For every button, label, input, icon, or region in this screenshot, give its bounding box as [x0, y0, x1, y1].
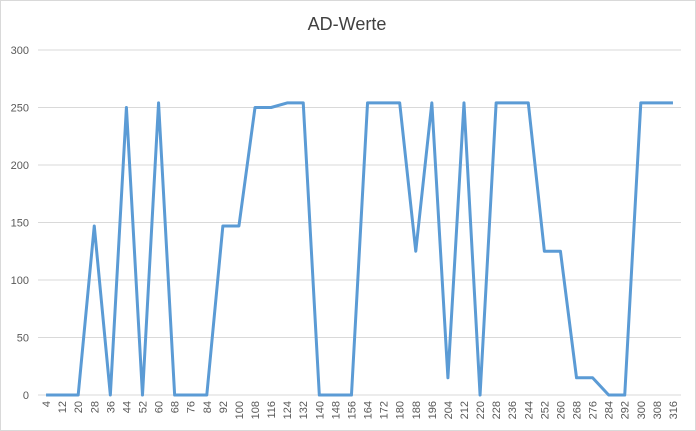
- x-tick-label: 308: [652, 401, 664, 419]
- x-tick-label: 156: [346, 401, 358, 419]
- x-tick-label: 20: [73, 401, 85, 413]
- x-tick-label: 68: [170, 401, 182, 413]
- x-tick-label: 108: [250, 401, 262, 419]
- y-tick-label: 200: [11, 160, 29, 172]
- x-tick-label: 140: [314, 401, 326, 419]
- y-tick-label: 50: [17, 333, 29, 345]
- x-tick-label: 12: [57, 401, 69, 413]
- x-tick-label: 292: [620, 401, 632, 419]
- x-tick-label: 4: [41, 401, 53, 407]
- x-tick-label: 60: [154, 401, 166, 413]
- y-tick-label: 0: [23, 390, 29, 402]
- x-tick-label: 244: [523, 401, 535, 419]
- x-tick-label: 284: [604, 401, 616, 419]
- x-tick-label: 76: [186, 401, 198, 413]
- y-tick-label: 150: [11, 218, 29, 230]
- x-tick-label: 260: [555, 401, 567, 419]
- x-tick-label: 236: [507, 401, 519, 419]
- x-tick-label: 148: [330, 401, 342, 419]
- x-tick-label: 92: [218, 401, 230, 413]
- y-tick-label: 100: [11, 275, 29, 287]
- x-tick-label: 188: [411, 401, 423, 419]
- x-tick-label: 228: [491, 401, 503, 419]
- x-tick-label: 132: [298, 401, 310, 419]
- chart-title: AD-Werte: [308, 14, 387, 34]
- y-tick-label: 300: [11, 45, 29, 57]
- x-tick-label: 220: [475, 401, 487, 419]
- y-tick-label: 250: [11, 103, 29, 115]
- data-line: [46, 101, 673, 397]
- x-tick-label: 276: [588, 401, 600, 419]
- x-tick-label: 204: [443, 401, 455, 419]
- x-tick-label: 44: [121, 401, 133, 413]
- x-tick-label: 164: [363, 401, 375, 419]
- x-tick-label: 268: [572, 401, 584, 419]
- x-tick-label: 300: [636, 401, 648, 419]
- x-tick-label: 172: [379, 401, 391, 419]
- x-tick-label: 28: [89, 401, 101, 413]
- x-tick-label: 180: [395, 401, 407, 419]
- x-tick-label: 212: [459, 401, 471, 419]
- x-tick-label: 84: [202, 401, 214, 413]
- x-tick-label: 124: [282, 401, 294, 419]
- x-tick-label: 316: [668, 401, 680, 419]
- x-tick-label: 52: [137, 401, 149, 413]
- x-tick-label: 196: [427, 401, 439, 419]
- x-tick-label: 36: [105, 401, 117, 413]
- x-tick-label: 252: [539, 401, 551, 419]
- x-tick-label: 116: [266, 401, 278, 419]
- x-tick-label: 100: [234, 401, 246, 419]
